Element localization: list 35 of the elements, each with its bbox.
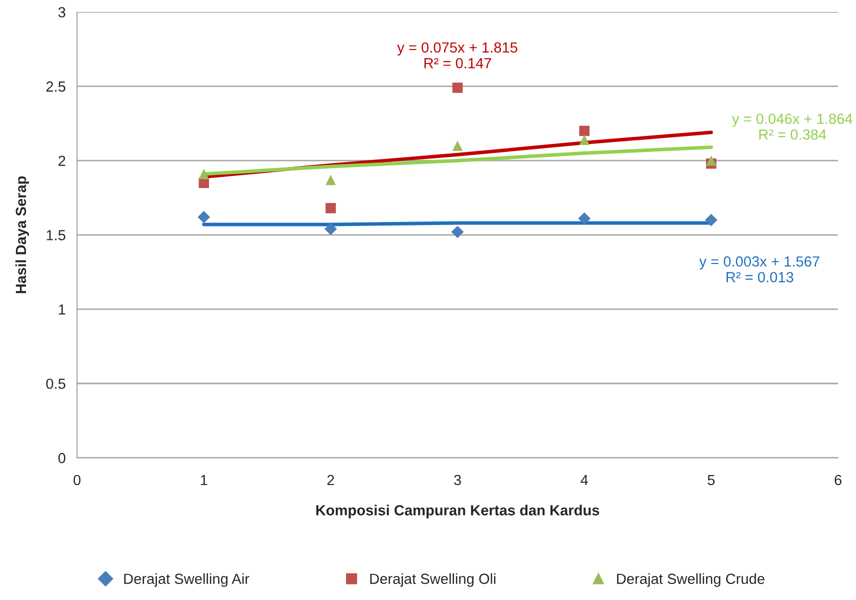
- x-tick-label: 1: [200, 475, 208, 486]
- x-tick-label: 0: [74, 474, 81, 486]
- point: [452, 140, 463, 151]
- legend-label: Derajat Swelling Crude: [617, 573, 764, 587]
- point: [452, 82, 463, 93]
- annotation: y = 0.075x + 1.815 R² = 0.147: [397, 42, 518, 68]
- y-tick-label: 1.5: [46, 230, 66, 240]
- point: [198, 168, 210, 180]
- y-axis-title: Hasil Daya Serap: [15, 176, 29, 294]
- annotation: y = 0.046x + 1.864 R² = 0.384: [732, 114, 852, 140]
- y-tick-label: 2: [58, 156, 66, 166]
- x-axis-title: Komposisi Campuran Kertas dan Kardus: [316, 504, 600, 518]
- point: [579, 126, 590, 136]
- legend-label: Derajat Swelling Air: [124, 573, 250, 587]
- point: [704, 214, 718, 226]
- point: [324, 222, 337, 236]
- x-tick-label: 6: [834, 474, 842, 486]
- point: [326, 203, 336, 214]
- point: [706, 155, 716, 166]
- x-tick-label: 3: [454, 474, 461, 486]
- legend-label: Derajat Swelling Oli: [370, 573, 496, 587]
- point: [326, 174, 336, 186]
- point: [198, 210, 210, 224]
- point: [451, 226, 464, 238]
- y-tick-label: 0.5: [46, 378, 66, 389]
- x-tick-label: 5: [708, 475, 715, 486]
- y-tick-label: 3: [58, 7, 66, 18]
- y-tick-label: 0: [58, 452, 66, 464]
- point: [578, 212, 591, 225]
- point: [579, 134, 590, 145]
- x-tick-label: 4: [580, 475, 588, 486]
- y-tick-label: 2.5: [46, 81, 66, 92]
- annotation: y = 0.003x + 1.567 R² = 0.013: [699, 256, 820, 282]
- x-tick-label: 2: [327, 474, 334, 486]
- y-tick-label: 1: [58, 304, 66, 314]
